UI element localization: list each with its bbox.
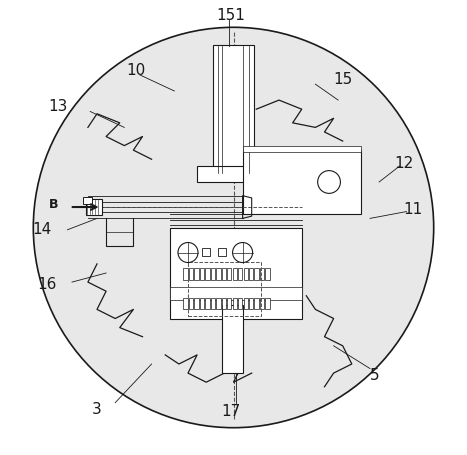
Bar bbox=[243, 298, 248, 309]
Bar bbox=[200, 298, 204, 309]
Bar bbox=[222, 305, 242, 373]
Bar bbox=[83, 197, 92, 204]
Bar bbox=[211, 298, 215, 309]
Bar bbox=[238, 268, 242, 280]
Bar bbox=[184, 268, 188, 280]
Bar bbox=[265, 298, 270, 309]
Bar bbox=[227, 298, 232, 309]
Bar bbox=[216, 268, 220, 280]
Text: 17: 17 bbox=[222, 404, 241, 419]
Text: 12: 12 bbox=[395, 157, 414, 171]
Bar bbox=[85, 199, 101, 215]
Bar bbox=[189, 298, 193, 309]
Bar bbox=[255, 268, 259, 280]
Bar bbox=[218, 248, 226, 256]
Text: 151: 151 bbox=[217, 9, 246, 23]
Bar bbox=[233, 268, 237, 280]
Text: 10: 10 bbox=[126, 63, 145, 78]
Bar bbox=[238, 298, 242, 309]
Bar bbox=[216, 298, 220, 309]
Bar bbox=[233, 298, 237, 309]
Bar bbox=[170, 228, 302, 318]
Circle shape bbox=[233, 243, 253, 263]
Bar bbox=[194, 268, 199, 280]
Bar bbox=[265, 268, 270, 280]
Bar bbox=[194, 298, 199, 309]
Text: 16: 16 bbox=[37, 277, 57, 292]
Bar bbox=[202, 248, 210, 256]
Text: 13: 13 bbox=[49, 100, 68, 114]
Bar bbox=[197, 166, 270, 182]
Bar bbox=[255, 298, 259, 309]
Circle shape bbox=[178, 243, 198, 263]
Text: B: B bbox=[49, 198, 58, 211]
Bar bbox=[243, 268, 248, 280]
Text: 5: 5 bbox=[370, 368, 379, 383]
Circle shape bbox=[33, 27, 434, 428]
Bar bbox=[222, 268, 226, 280]
Bar bbox=[184, 298, 188, 309]
Bar bbox=[249, 268, 253, 280]
Bar bbox=[242, 150, 361, 214]
Bar bbox=[213, 46, 254, 173]
Circle shape bbox=[318, 171, 340, 193]
Bar bbox=[249, 298, 253, 309]
Bar bbox=[200, 268, 204, 280]
Bar bbox=[170, 287, 302, 300]
Text: 14: 14 bbox=[33, 222, 52, 237]
Bar bbox=[222, 298, 226, 309]
Bar bbox=[260, 298, 264, 309]
Bar bbox=[189, 268, 193, 280]
Bar bbox=[205, 298, 210, 309]
Text: 3: 3 bbox=[92, 402, 102, 417]
Bar bbox=[242, 146, 361, 152]
Text: 11: 11 bbox=[403, 202, 423, 217]
Bar bbox=[260, 268, 264, 280]
Bar bbox=[227, 268, 232, 280]
Text: 15: 15 bbox=[333, 72, 352, 87]
Bar bbox=[211, 268, 215, 280]
Bar bbox=[188, 262, 261, 316]
Bar bbox=[205, 268, 210, 280]
